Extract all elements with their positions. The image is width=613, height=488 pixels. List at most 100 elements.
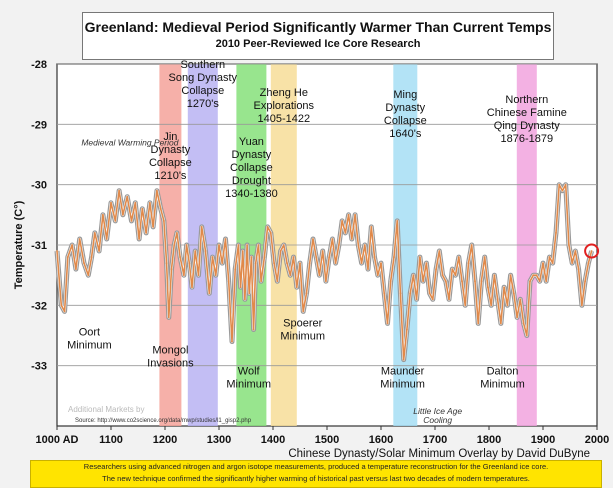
period-note: Cooling — [423, 415, 452, 425]
data-point — [254, 262, 257, 264]
data-point — [370, 226, 373, 228]
band-label: Southern Song Dynasty Collapse 1270's — [169, 59, 238, 110]
data-point — [188, 262, 191, 264]
data-point — [292, 256, 295, 258]
data-point — [373, 256, 376, 258]
data-point — [428, 292, 431, 295]
data-point — [568, 244, 570, 246]
data-point — [56, 250, 58, 252]
data-point — [360, 262, 363, 264]
data-point — [105, 238, 108, 240]
data-point — [170, 268, 173, 271]
data-point — [194, 250, 197, 252]
band-label-line: Northern — [505, 94, 548, 106]
x-tick-label: 1200 — [153, 434, 177, 446]
data-point — [334, 262, 337, 264]
data-point — [383, 292, 386, 295]
data-point — [431, 298, 434, 301]
data-point — [145, 232, 148, 234]
data-point — [121, 213, 124, 216]
x-tick-label: 1700 — [423, 434, 447, 446]
data-point — [409, 292, 412, 295]
footer-line-1: Researchers using advanced nitrogen and … — [83, 462, 549, 471]
data-point — [548, 256, 551, 258]
period-note: Little Ice Age — [413, 406, 462, 416]
data-point — [83, 262, 85, 264]
data-point — [584, 280, 587, 283]
data-point — [282, 244, 285, 246]
band-label: Zheng He Explorations 1405-1422 — [254, 87, 315, 125]
data-point — [525, 334, 528, 337]
data-point — [577, 268, 580, 271]
data-point — [252, 328, 255, 331]
data-point — [305, 292, 308, 295]
data-point — [237, 244, 240, 246]
band-label-line: Collapse — [384, 115, 427, 127]
band-label-line: Dynasty — [385, 102, 425, 114]
data-point — [269, 232, 272, 234]
data-point — [580, 304, 583, 307]
data-point — [214, 274, 217, 277]
data-point — [341, 219, 344, 222]
band-label-line: Collapse — [181, 85, 224, 97]
minimum-label-line: Invasions — [147, 358, 194, 370]
data-point — [87, 274, 90, 277]
data-point — [191, 286, 193, 289]
band-label-line: Yuan — [239, 136, 264, 148]
data-point — [328, 256, 331, 258]
data-point — [165, 262, 168, 264]
data-point — [159, 207, 162, 210]
minimum-label: Oort Minimum — [67, 327, 112, 352]
data-point — [276, 280, 279, 283]
x-tick-label: 1000 AD — [35, 434, 78, 446]
minimum-label: Maunder Minimum — [380, 366, 425, 391]
data-point — [418, 256, 421, 258]
data-point — [454, 274, 457, 277]
data-point — [538, 280, 541, 283]
chart-subtitle: 2010 Peer-Reviewed Ice Core Research — [215, 38, 421, 50]
band-label-line: Zheng He — [260, 87, 308, 99]
data-point — [218, 244, 220, 246]
data-point — [239, 286, 242, 289]
data-point — [227, 280, 230, 283]
data-point — [587, 262, 590, 264]
minimum-label: Spoerer Minimum — [280, 317, 325, 342]
band-label-line: 1876-1879 — [500, 133, 553, 145]
y-tick-label: -30 — [31, 180, 47, 192]
data-point — [561, 189, 564, 192]
band-label-line: Ming — [393, 89, 417, 101]
x-tick-label: 1500 — [315, 434, 339, 446]
data-point — [110, 201, 112, 204]
data-point — [347, 213, 350, 216]
data-point — [134, 201, 137, 204]
data-point — [308, 262, 311, 264]
data-point — [71, 244, 74, 246]
data-point — [231, 340, 233, 343]
data-point — [321, 250, 324, 252]
x-tick-label: 1400 — [261, 434, 285, 446]
data-point — [522, 322, 525, 325]
y-tick-label: -28 — [31, 59, 47, 71]
data-point — [211, 256, 214, 258]
data-point — [185, 244, 188, 246]
minimum-label-line: Oort — [79, 327, 100, 339]
x-tick-label: 1600 — [369, 434, 393, 446]
data-point — [325, 280, 327, 283]
data-point — [555, 232, 557, 234]
minimum-label-line: Minimum — [380, 379, 425, 391]
data-point — [263, 256, 266, 258]
minimum-label-line: Maunder — [381, 366, 425, 378]
data-point — [250, 256, 253, 258]
band-label-line: Dynasty — [151, 144, 191, 156]
data-point — [412, 274, 415, 277]
data-point — [75, 268, 77, 271]
band-label: Yuan Dynasty Collapse Drought 1340-1380 — [225, 136, 278, 200]
band-label-line: 1340-1380 — [225, 188, 278, 200]
footer-line-2: The new technique confirmed the signific… — [102, 474, 530, 483]
data-point — [183, 274, 185, 277]
data-point — [406, 328, 408, 331]
data-point — [529, 280, 531, 283]
data-point — [257, 244, 260, 246]
band-label-line: 1405-1422 — [257, 113, 310, 125]
data-point — [545, 280, 548, 283]
